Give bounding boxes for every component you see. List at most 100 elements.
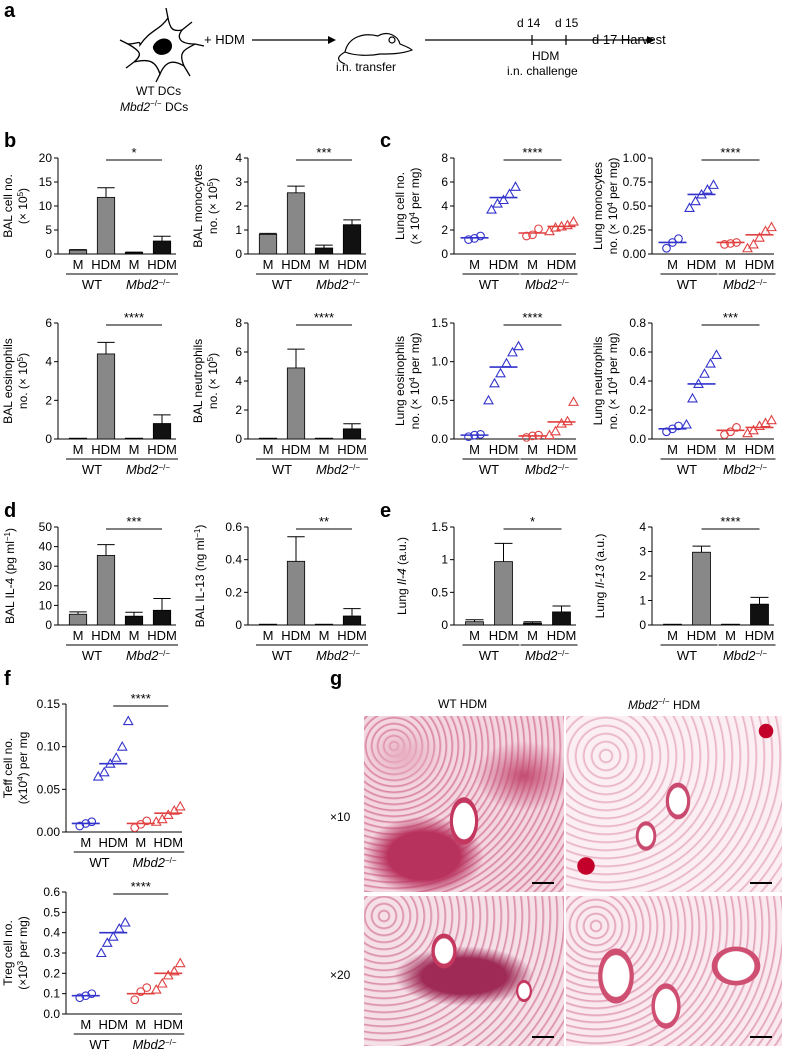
y-axis-label: BAL neutrophils	[191, 339, 205, 423]
y-axis-label: Lung cell no.	[393, 172, 407, 240]
data-point	[662, 243, 671, 253]
bar	[465, 621, 484, 626]
bar	[68, 249, 88, 255]
y-tick-label: 0.0	[629, 432, 646, 446]
group-label: HDM	[147, 442, 177, 457]
histology-ko-20x-image	[566, 896, 782, 1046]
data-point	[498, 194, 509, 205]
group-label: M	[667, 628, 678, 643]
group-label: M	[667, 257, 678, 272]
bar	[314, 437, 334, 440]
group-label: HDM	[281, 628, 311, 643]
group-label: M	[527, 442, 538, 457]
bar	[152, 423, 172, 440]
genotype-label-wt: WT	[89, 1037, 109, 1052]
group-label: HDM	[147, 628, 177, 643]
data-point	[507, 346, 518, 357]
histology-title-ko: Mbd2−/− HDM	[628, 697, 701, 712]
y-axis-label: (x104) per mg	[16, 732, 31, 804]
nucleus-icon	[152, 38, 172, 55]
y-tick-label: 20	[39, 579, 53, 593]
significance-stars: ***	[723, 310, 738, 325]
genotype-label-wt: WT	[89, 855, 109, 870]
group-label: HDM	[337, 257, 367, 272]
y-tick-label: 4	[441, 199, 448, 213]
data-point	[136, 987, 146, 996]
y-tick-label: 0	[45, 618, 52, 632]
data-point	[107, 931, 119, 941]
y-axis-label: (× 105)	[16, 188, 31, 224]
data-point	[116, 741, 128, 751]
y-tick-label: 0	[639, 618, 646, 632]
genotype-label-wt: WT	[479, 648, 499, 663]
y-tick-label: 0.4	[629, 374, 646, 388]
y-tick-label: 4	[45, 355, 52, 369]
panel-label-d: d	[4, 500, 17, 522]
group-label: HDM	[153, 835, 183, 850]
genotype-label-ko: Mbd2−/−	[723, 648, 767, 663]
group-label: M	[135, 1017, 146, 1032]
data-point	[513, 340, 524, 351]
y-tick-label: 0.75	[623, 175, 647, 189]
group-label: M	[667, 442, 678, 457]
group-label: HDM	[547, 257, 577, 272]
data-point	[75, 993, 85, 1003]
histology-title-wt: WT HDM	[438, 697, 488, 711]
data-point	[690, 195, 701, 206]
bar	[96, 555, 116, 626]
data-point	[711, 349, 722, 359]
harvest-label: d 17 Harvest	[592, 32, 666, 47]
group-label: M	[725, 628, 736, 643]
bar	[750, 603, 769, 626]
y-axis-label: no. (× 104 per mg)	[408, 333, 423, 430]
y-tick-label: 0.0	[43, 1007, 60, 1021]
group-label: M	[469, 628, 480, 643]
bar	[552, 611, 571, 626]
data-point	[702, 184, 713, 194]
chart-treg-cells: 0.0 0.1 0.2 0.3 0.4 0.5 0.6 Treg cell no. (×103 …	[0, 879, 200, 1056]
y-axis-label: Lung monocytes	[591, 162, 605, 250]
bar	[286, 560, 306, 626]
data-point	[766, 221, 777, 232]
y-tick-label: 15	[39, 175, 53, 189]
bar	[286, 367, 306, 440]
data-point	[174, 800, 186, 811]
y-tick-label: 4	[235, 151, 242, 165]
y-tick-label: 20	[39, 151, 53, 165]
chart-svg: 0 2 4 6 8 Lung cell no. (× 104 per mg) **** M HDM…	[393, 145, 579, 292]
data-point	[684, 202, 695, 212]
magnification-20x: ×20	[330, 968, 351, 982]
schematic-drawing	[119, 7, 655, 83]
y-tick-label: 40	[39, 540, 53, 554]
data-point	[708, 179, 719, 189]
group-label: HDM	[687, 628, 717, 643]
y-axis-label: BAL monocytes	[191, 164, 205, 248]
chart-bal-monocytes: 0 1 2 3 4 BAL monocytes no. (× 105) *** M HDM M HDM…	[190, 140, 380, 295]
bar	[314, 247, 334, 255]
genotype-label-ko: Mbd2−/−	[316, 462, 360, 477]
data-point	[142, 816, 152, 826]
group-label: HDM	[745, 257, 775, 272]
data-point	[174, 957, 186, 968]
y-tick-label: 0.5	[43, 905, 60, 919]
y-axis-label: BAL IL-4 (pg ml−1)	[3, 528, 18, 624]
data-point	[687, 392, 698, 403]
significance-stars: *	[131, 145, 136, 160]
data-point	[550, 425, 561, 436]
in-challenge-label: i.n. challenge	[507, 64, 578, 78]
y-tick-label: 0	[235, 247, 242, 261]
data-point	[726, 239, 735, 248]
panel-label-g: g	[330, 668, 343, 690]
scale-bar	[532, 1036, 554, 1038]
y-tick-label: 0.15	[37, 697, 61, 711]
data-point	[130, 995, 140, 1005]
group-label: M	[129, 257, 140, 272]
data-point	[156, 977, 168, 988]
y-axis-label: Treg cell no.	[1, 920, 15, 986]
panel-label-b: b	[4, 130, 17, 152]
group-label: HDM	[91, 442, 121, 457]
data-point	[501, 357, 512, 368]
genotype-label-ko: Mbd2−/−	[126, 462, 170, 477]
y-tick-label: 0	[441, 618, 448, 632]
chart-bal-neutrophils: 0 2 4 6 8 BAL neutrophils no. (× 105) **** M HDM M…	[190, 305, 380, 480]
